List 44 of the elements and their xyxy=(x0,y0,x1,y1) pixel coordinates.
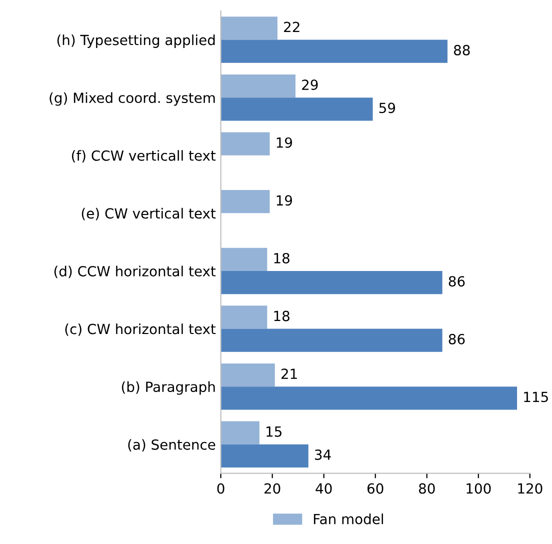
data-label: 18 xyxy=(274,310,290,322)
data-label: 19 xyxy=(276,195,292,206)
bar xyxy=(220,132,270,156)
data-label: 29 xyxy=(302,80,318,90)
x-tick-label: 100 xyxy=(466,483,491,494)
y-tick-label: (d) CCW horizontal text xyxy=(54,266,216,278)
x-tick-label: 60 xyxy=(367,483,384,494)
legend-label: Fan model xyxy=(314,514,383,524)
bar xyxy=(220,444,308,468)
bar xyxy=(220,16,278,40)
y-tick-label: (g) Mixed coord. system xyxy=(50,92,215,106)
bar xyxy=(220,363,275,387)
data-label: 19 xyxy=(276,137,292,148)
x-tick-label: 80 xyxy=(418,483,435,494)
bar xyxy=(220,306,268,329)
y-tick-label: (c) CW horizontal text xyxy=(65,324,216,336)
y-tick-label: (h) Typesetting applied xyxy=(57,34,215,48)
bar xyxy=(220,421,260,444)
y-tick-label: (a) Sentence xyxy=(128,439,216,452)
x-tick-label: 0 xyxy=(217,483,224,494)
data-label: 22 xyxy=(284,22,300,32)
y-tick-label: (b) Paragraph xyxy=(122,381,215,395)
data-label: 21 xyxy=(281,368,297,379)
x-tick-label: 20 xyxy=(264,483,280,494)
bar xyxy=(220,328,442,352)
data-label: 115 xyxy=(524,392,548,402)
bar xyxy=(220,74,296,98)
data-label: 34 xyxy=(315,449,331,460)
data-label: 86 xyxy=(448,276,465,287)
bar xyxy=(220,386,518,410)
data-label: 18 xyxy=(274,252,290,264)
y-tick-label: (e) CW vertical text xyxy=(82,208,216,220)
bar xyxy=(220,98,373,121)
x-tick-label: 120 xyxy=(518,483,542,494)
bar xyxy=(220,40,448,63)
data-label: 88 xyxy=(454,44,470,56)
y-tick-label: (f) CCW verticall text xyxy=(72,150,216,162)
x-tick-label: 40 xyxy=(316,483,332,494)
bar xyxy=(220,270,442,294)
data-label: 15 xyxy=(266,426,282,437)
bar xyxy=(220,190,270,214)
bar xyxy=(220,248,268,271)
data-label: 59 xyxy=(379,102,396,114)
data-label: 86 xyxy=(448,334,465,344)
